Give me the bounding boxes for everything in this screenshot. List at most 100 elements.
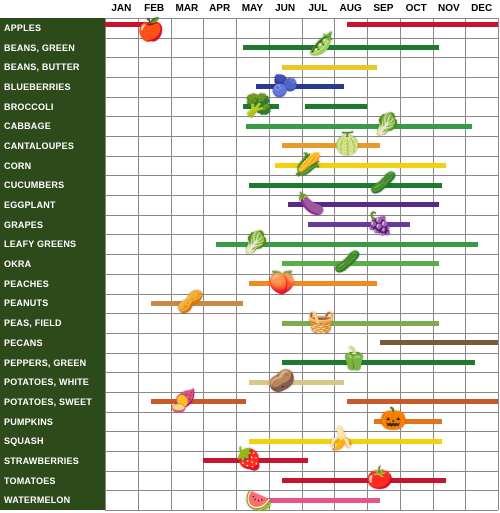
produce-icon: 🫑 <box>340 348 367 370</box>
chart-row: 🥬 <box>105 234 498 254</box>
produce-labels: APPLESBEANS, GREENBEANS, BUTTERBLUEBERRI… <box>0 18 105 510</box>
produce-icon: 🥒 <box>334 251 361 273</box>
produce-icon: 🎃 <box>379 408 406 430</box>
produce-label: BEANS, BUTTER <box>0 57 105 77</box>
produce-icon: 🥦 <box>245 95 272 117</box>
chart-row: 🍌 <box>105 431 498 451</box>
season-bar <box>246 124 472 129</box>
produce-label: PEACHES <box>0 274 105 294</box>
season-bar <box>347 399 498 404</box>
season-bar <box>282 321 439 326</box>
chart-row: 🍇 <box>105 215 498 235</box>
produce-icon: 🥬 <box>242 232 269 254</box>
produce-label: POTATOES, SWEET <box>0 392 105 412</box>
produce-label: APPLES <box>0 18 105 38</box>
chart-row: 🧺 <box>105 313 498 333</box>
produce-label: POTATOES, WHITE <box>0 372 105 392</box>
month-label: MAY <box>236 0 269 18</box>
produce-icon: 🥬 <box>373 114 400 136</box>
month-label: NOV <box>433 0 466 18</box>
chart-row: 🍅 <box>105 471 498 491</box>
seasonal-chart: JANFEBMARAPRMAYJUNJULAUGSEPOCTNOVDEC APP… <box>0 0 500 512</box>
season-bar <box>243 45 440 50</box>
produce-label: SQUASH <box>0 431 105 451</box>
season-bar <box>256 498 380 503</box>
produce-icon: 🫛 <box>307 33 334 55</box>
produce-label: EGGPLANT <box>0 195 105 215</box>
produce-icon: 🌽 <box>294 154 321 176</box>
produce-label: BEANS, GREEN <box>0 38 105 58</box>
produce-label: BLUEBERRIES <box>0 77 105 97</box>
season-bar <box>282 360 475 365</box>
produce-icon: 🧺 <box>307 311 334 333</box>
season-bar <box>282 143 380 148</box>
month-label: JUL <box>302 0 335 18</box>
produce-label: CABBAGE <box>0 116 105 136</box>
chart-row: 🍑 <box>105 274 498 294</box>
produce-label: CANTALOUPES <box>0 136 105 156</box>
produce-icon: 🍇 <box>366 213 393 235</box>
produce-icon: 🍆 <box>298 193 325 215</box>
month-label: JUN <box>269 0 302 18</box>
chart-row: 🥔 <box>105 372 498 392</box>
produce-icon: 🥒 <box>370 172 397 194</box>
chart-grid: 🍎🫛🫐🥦🥬🍈🌽🥒🍆🍇🥬🥒🍑🥜🧺🫑🥔🍠🎃🍌🍓🍅🍉 <box>105 18 498 510</box>
produce-label: CUCUMBERS <box>0 176 105 196</box>
produce-icon: 🍉 <box>245 490 272 512</box>
produce-label: TOMATOES <box>0 471 105 491</box>
chart-row <box>105 333 498 353</box>
chart-row: 🫛 <box>105 38 498 58</box>
chart-row: 🌽 <box>105 156 498 176</box>
chart-row: 🥦 <box>105 97 498 117</box>
month-header: JANFEBMARAPRMAYJUNJULAUGSEPOCTNOVDEC <box>105 0 498 18</box>
chart-row: 🍆 <box>105 195 498 215</box>
produce-icon: 🍌 <box>327 428 354 450</box>
season-bar <box>249 183 442 188</box>
produce-icon: 🍠 <box>170 390 197 412</box>
chart-row: 🫐 <box>105 77 498 97</box>
chart-row: 🥒 <box>105 254 498 274</box>
chart-row: 🍓 <box>105 451 498 471</box>
produce-label: PEPPERS, GREEN <box>0 353 105 373</box>
chart-row: 🍉 <box>105 490 498 510</box>
produce-label: BROCCOLI <box>0 97 105 117</box>
produce-label: OKRA <box>0 254 105 274</box>
produce-label: CORN <box>0 156 105 176</box>
chart-row: 🍎 <box>105 18 498 38</box>
season-bar <box>249 380 344 385</box>
produce-label: GRAPES <box>0 215 105 235</box>
chart-row: 🥜 <box>105 294 498 314</box>
produce-icon: 🍑 <box>268 272 295 294</box>
produce-icon: 🍓 <box>235 448 262 470</box>
season-bar <box>305 104 367 109</box>
season-bar <box>256 84 344 89</box>
produce-label: WATERMELON <box>0 491 105 511</box>
season-bar <box>151 399 246 404</box>
chart-row: 🥬 <box>105 116 498 136</box>
month-label: OCT <box>400 0 433 18</box>
season-bar <box>308 222 410 227</box>
month-label: DEC <box>465 0 498 18</box>
produce-label: PECANS <box>0 333 105 353</box>
produce-label: STRAWBERRIES <box>0 451 105 471</box>
month-label: FEB <box>138 0 171 18</box>
chart-row <box>105 57 498 77</box>
chart-row: 🎃 <box>105 412 498 432</box>
season-bar <box>282 65 377 70</box>
season-bar <box>282 478 446 483</box>
produce-label: PEANUTS <box>0 294 105 314</box>
chart-row: 🫑 <box>105 353 498 373</box>
produce-icon: 🫐 <box>271 75 298 97</box>
produce-icon: 🥜 <box>176 291 203 313</box>
month-label: MAR <box>171 0 204 18</box>
produce-label: LEAFY GREENS <box>0 235 105 255</box>
season-bar <box>347 22 498 27</box>
month-label: JAN <box>105 0 138 18</box>
produce-icon: 🍈 <box>334 133 361 155</box>
produce-label: PUMPKINS <box>0 412 105 432</box>
produce-icon: 🍅 <box>366 467 393 489</box>
chart-row: 🍠 <box>105 392 498 412</box>
produce-icon: 🥔 <box>268 370 295 392</box>
month-label: SEP <box>367 0 400 18</box>
month-label: AUG <box>334 0 367 18</box>
